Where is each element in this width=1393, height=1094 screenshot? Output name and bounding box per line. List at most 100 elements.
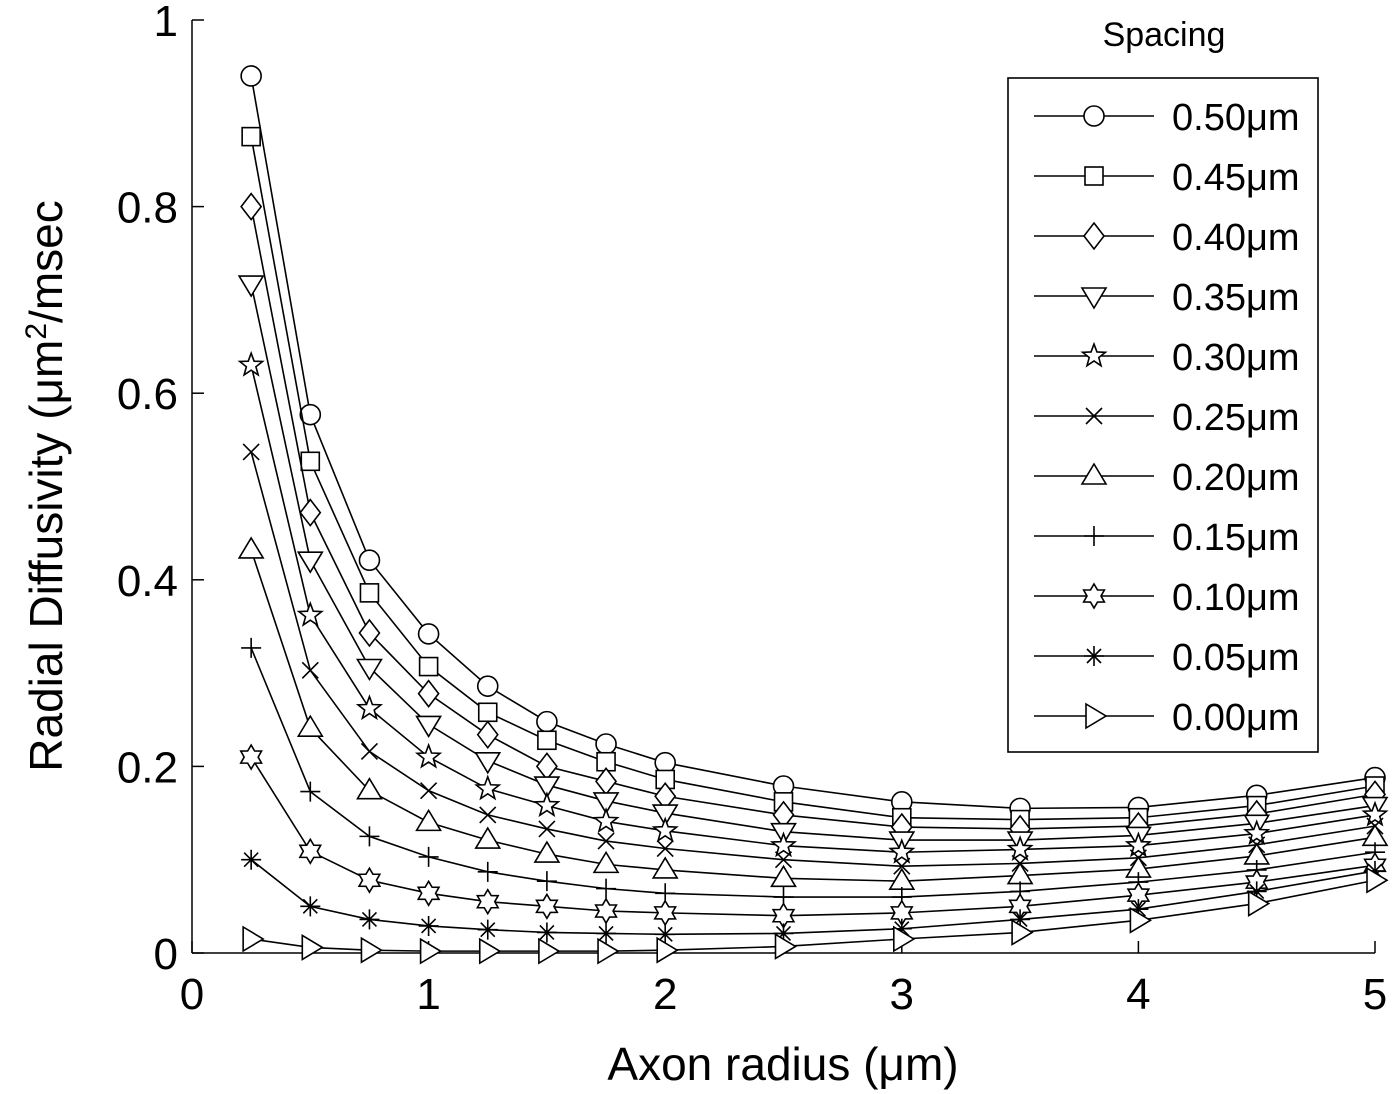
- data-point: [360, 936, 384, 964]
- data-point: [241, 849, 262, 870]
- data-point: [1124, 831, 1153, 858]
- data-point: [597, 832, 615, 850]
- data-point: [474, 774, 502, 801]
- data-point: [477, 702, 498, 723]
- legend-item: 0.20μm: [1034, 457, 1300, 499]
- data-point: [417, 679, 440, 708]
- data-point: [301, 933, 324, 961]
- legend-label: 0.25μm: [1172, 397, 1300, 439]
- series-asterisk: [241, 849, 1385, 945]
- x-tick-label: 1: [416, 970, 440, 1019]
- data-point: [655, 924, 676, 945]
- legend-label: 0.40μm: [1172, 217, 1300, 259]
- legend-marker: [1083, 105, 1105, 127]
- data-point: [1247, 890, 1271, 917]
- series-line: [250, 451, 1376, 868]
- y-axis-title-tail: /msec: [20, 200, 72, 323]
- legend-label: 0.30μm: [1172, 337, 1300, 379]
- data-point: [592, 850, 620, 874]
- y-tick-label: 0.8: [117, 184, 178, 233]
- data-point: [596, 923, 617, 944]
- data-point: [596, 878, 617, 899]
- data-point: [656, 936, 679, 964]
- data-point: [355, 694, 384, 721]
- data-point: [301, 661, 319, 679]
- legend-label: 0.20μm: [1172, 457, 1300, 499]
- data-point: [239, 743, 263, 771]
- data-point: [479, 806, 497, 824]
- series-tri-right: [242, 866, 1389, 965]
- x-tick-label: 3: [890, 970, 914, 1019]
- data-point: [356, 777, 383, 800]
- data-point: [653, 899, 677, 927]
- data-point: [241, 637, 262, 658]
- data-point: [774, 851, 793, 869]
- legend-marker: [1080, 462, 1108, 485]
- x-axis-title: Axon radius (μm): [607, 1038, 958, 1090]
- legend-label: 0.00μm: [1172, 697, 1300, 739]
- data-point: [888, 867, 916, 890]
- legend-label: 0.10μm: [1172, 577, 1300, 619]
- data-point: [892, 925, 916, 953]
- data-point: [536, 922, 557, 943]
- series-tri-up: [237, 536, 1389, 890]
- data-point: [417, 623, 440, 645]
- data-point: [237, 275, 265, 298]
- data-point: [770, 864, 797, 888]
- data-point: [475, 888, 500, 916]
- data-point: [774, 933, 798, 960]
- data-point: [418, 656, 439, 677]
- data-point: [416, 879, 441, 907]
- data-point: [1361, 800, 1389, 827]
- y-tick-label: 0: [154, 930, 178, 979]
- data-point: [594, 897, 618, 925]
- data-point: [357, 866, 382, 894]
- data-point: [237, 350, 265, 377]
- data-point: [533, 840, 561, 863]
- data-point: [415, 808, 443, 832]
- legend-item: 0.05μm: [1034, 637, 1300, 679]
- data-point: [358, 618, 381, 648]
- data-point: [356, 658, 383, 682]
- series-line: [250, 756, 1376, 917]
- data-point: [478, 937, 502, 965]
- legend: 0.50μm 0.45μm 0.40μm 0.35μm 0.30μm 0.25μm 0.20…: [1007, 77, 1319, 753]
- series-line: [250, 859, 1376, 936]
- legend-item: 0.35μm: [1034, 277, 1300, 319]
- data-point: [538, 937, 561, 965]
- legend-marker: [1085, 407, 1103, 425]
- y-tick-label: 0.2: [117, 743, 178, 792]
- data-point: [595, 767, 618, 796]
- data-point: [358, 549, 381, 572]
- legend-title: Spacing: [1103, 16, 1226, 54]
- legend-item: 0.10μm: [1034, 577, 1300, 619]
- data-point: [1365, 860, 1385, 881]
- data-point: [418, 915, 439, 936]
- legend-label: 0.50μm: [1172, 97, 1300, 139]
- data-point: [477, 919, 498, 940]
- legend-item: 0.15μm: [1034, 517, 1300, 559]
- data-point: [656, 839, 674, 858]
- legend-item: 0.25μm: [1034, 397, 1300, 439]
- series-layer: [237, 65, 1389, 965]
- series-circle: [240, 65, 1386, 820]
- data-point: [651, 856, 679, 879]
- legend-item: 0.00μm: [1034, 697, 1300, 739]
- legend-label: 0.15μm: [1172, 517, 1300, 559]
- data-point: [769, 831, 798, 858]
- legend-marker: [1082, 582, 1106, 610]
- legend-marker: [1084, 646, 1104, 666]
- data-point: [592, 792, 620, 815]
- legend-box: [1007, 77, 1319, 753]
- data-point: [476, 675, 499, 697]
- data-point: [533, 776, 561, 799]
- data-point: [1010, 909, 1031, 930]
- series-hexagram: [239, 743, 1387, 930]
- series-line: [250, 365, 1376, 854]
- data-point: [360, 742, 379, 761]
- data-point: [240, 192, 263, 221]
- data-point: [597, 937, 620, 965]
- data-point: [535, 752, 558, 781]
